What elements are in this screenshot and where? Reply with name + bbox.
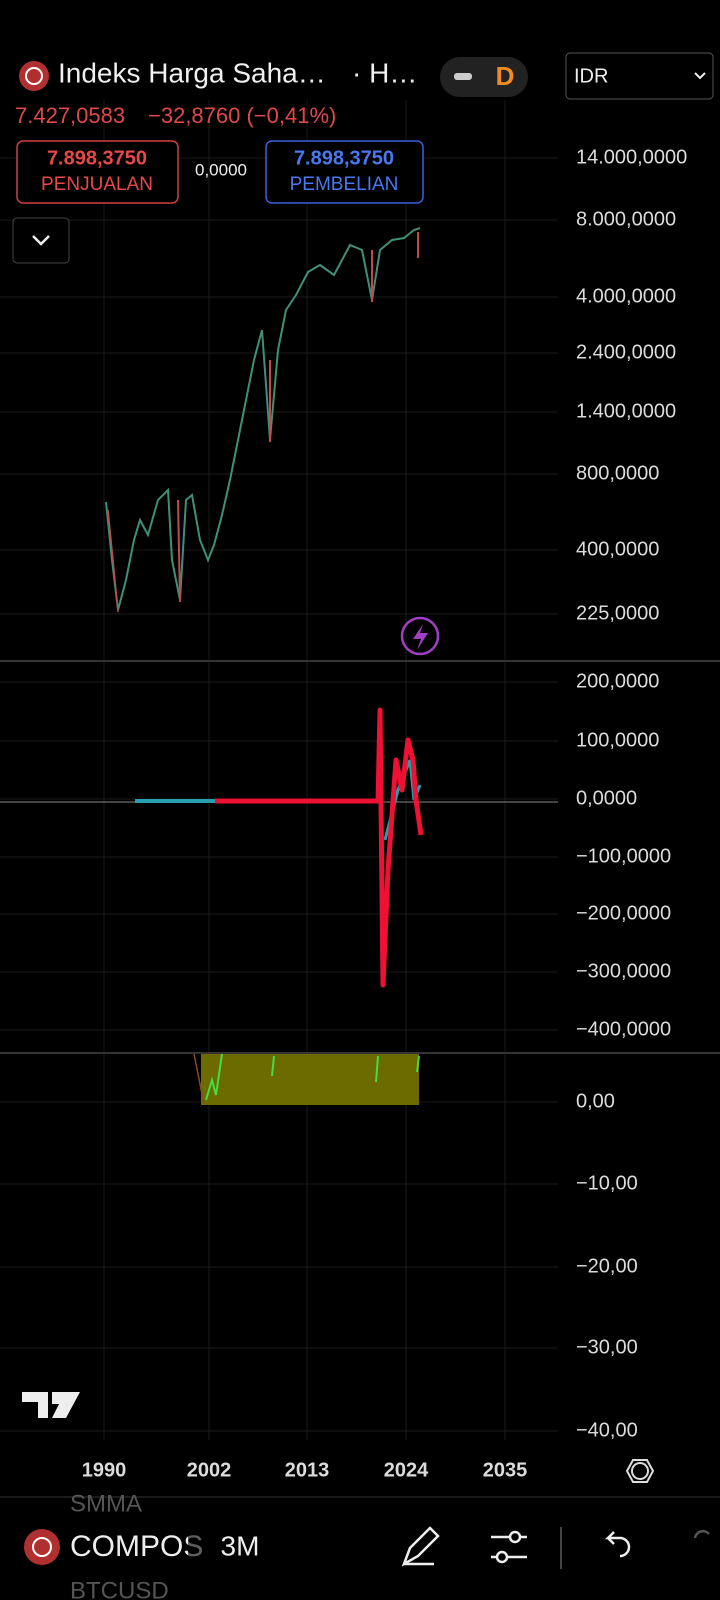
y-axis-label: −300,0000 (576, 960, 671, 982)
bottom-logo-mark (32, 1537, 52, 1557)
y-axis-label: 400,0000 (576, 538, 659, 560)
price-change: −32,8760 (−0,41%) (148, 103, 336, 128)
settings-button[interactable] (631, 1462, 649, 1480)
y-axis-label: −20,00 (576, 1255, 638, 1277)
y-axis-label: −10,00 (576, 1172, 638, 1194)
indicator-line (205, 1053, 223, 1101)
lightning-icon (413, 624, 428, 650)
watchlist-next: BTCUSD (70, 1577, 169, 1600)
collapse-button[interactable] (12, 217, 70, 264)
indicator-fill (201, 1054, 419, 1105)
redo-button[interactable] (693, 1529, 710, 1539)
buy-label: PEMBELIAN (290, 174, 399, 195)
y-axis-label: 100,0000 (576, 729, 659, 751)
chevron (694, 72, 706, 80)
symbol-logo-mark (25, 67, 43, 85)
time-axis-label: 2002 (187, 1459, 232, 1481)
indicator-line-2 (193, 1053, 205, 1105)
y-axis-label: −200,0000 (576, 902, 671, 924)
sell-button[interactable] (16, 140, 179, 204)
buy-price: 7.898,3750 (294, 147, 394, 169)
logo (22, 1392, 80, 1418)
y-axis-label: 8.000,0000 (576, 208, 676, 230)
y-axis-label: −30,00 (576, 1336, 638, 1358)
y-axis-label: −40,00 (576, 1419, 638, 1441)
collapse-icon (32, 235, 50, 246)
y-axis-label: −100,0000 (576, 845, 671, 867)
spread: 0,0000 (195, 160, 247, 179)
red-wick (177, 499, 181, 603)
bottom-symbol[interactable]: COMPOS (70, 1530, 203, 1563)
sell-label: PENJUALAN (41, 174, 153, 195)
axes: 14.000,0000 8.000,0000 4.000,0000 2.400,000… (82, 146, 687, 1481)
time-axis-label: 2013 (285, 1459, 330, 1481)
mode-toggle[interactable] (440, 57, 528, 97)
settings-icon (625, 1459, 655, 1483)
y-axis-label: 2.400,0000 (576, 341, 676, 363)
y-axis-label: 0,00 (576, 1090, 615, 1112)
symbol-logo (19, 61, 49, 91)
bottom-interval[interactable]: 3M (221, 1530, 260, 1561)
time-axis-label: 2024 (384, 1459, 429, 1481)
toggle-icon (454, 73, 472, 80)
lightning-button[interactable] (400, 616, 440, 656)
y-axis-label: −400,0000 (576, 1018, 671, 1040)
exchange: · H… (352, 57, 417, 88)
y-axis-label: 800,0000 (576, 462, 659, 484)
watchlist-prev: SMMA (70, 1490, 142, 1517)
y-axis-label: 200,0000 (576, 670, 659, 692)
last-price: 7.427,0583 (15, 103, 125, 128)
interval-badge: D (496, 61, 515, 91)
undo-button[interactable] (604, 1531, 631, 1558)
fade (188, 1520, 214, 1576)
bottom-symbol-logo (24, 1529, 60, 1565)
y-axis-label: 4.000,0000 (576, 285, 676, 307)
sell-price: 7.898,3750 (47, 147, 147, 169)
price-candles (105, 227, 421, 611)
price-candles-red (107, 509, 119, 613)
indicators-button[interactable] (491, 1530, 527, 1564)
oscillator-line (215, 707, 424, 988)
indicator-tick (416, 1055, 420, 1073)
y-axis-label: 225,0000 (576, 602, 659, 624)
buy-button[interactable] (265, 140, 424, 204)
y-axis-label: 14.000,0000 (576, 146, 687, 168)
y-axis-label: 0,0000 (576, 787, 637, 809)
draw-button[interactable] (401, 1526, 440, 1567)
time-axis-label: 1990 (82, 1459, 127, 1481)
y-axis-label: 1.400,0000 (576, 400, 676, 422)
indicator-tick (271, 1055, 275, 1077)
indicator-tick (375, 1055, 379, 1083)
currency-select[interactable] (565, 52, 714, 100)
currency: IDR (574, 65, 608, 87)
symbol-name[interactable]: Indeks Harga Saha… (58, 57, 326, 88)
time-axis-label: 2035 (483, 1459, 528, 1481)
